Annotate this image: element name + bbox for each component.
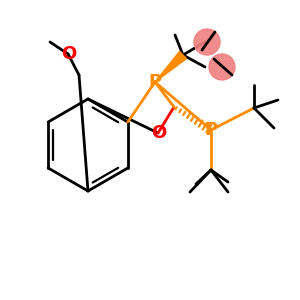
Circle shape bbox=[209, 54, 235, 80]
Text: P: P bbox=[204, 121, 218, 139]
Text: P: P bbox=[148, 73, 162, 91]
Circle shape bbox=[194, 29, 220, 55]
Text: O: O bbox=[61, 45, 76, 63]
Polygon shape bbox=[155, 51, 187, 82]
Text: O: O bbox=[152, 124, 166, 142]
